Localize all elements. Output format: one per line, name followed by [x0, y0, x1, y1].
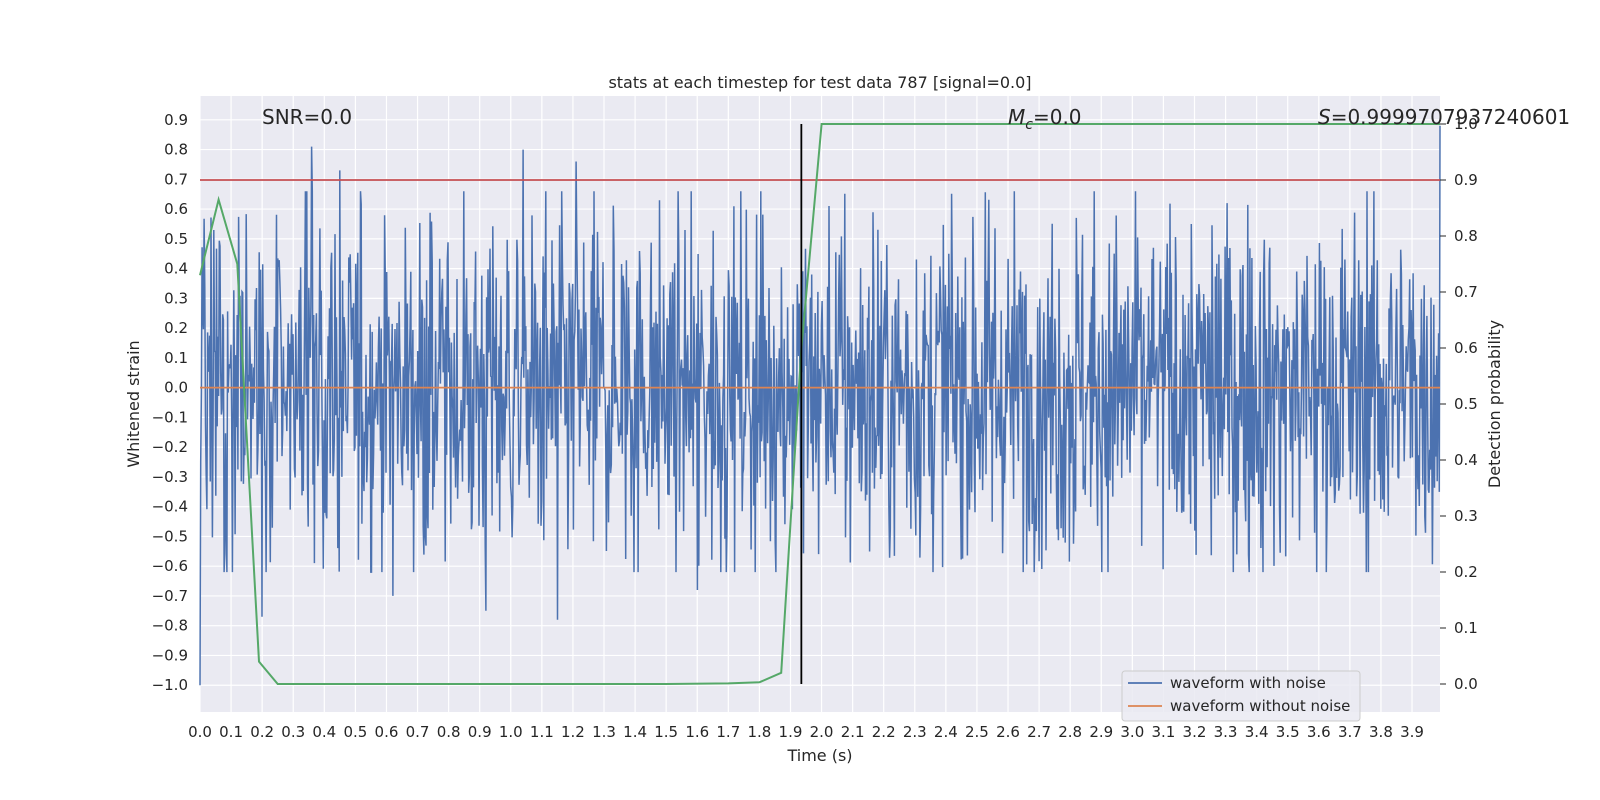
- x-tick-label: 3.5: [1276, 723, 1300, 741]
- legend-label-waveform-without-noise: waveform without noise: [1170, 697, 1350, 715]
- y2-tick-label: 0.8: [1454, 227, 1478, 245]
- y-tick-label: −0.1: [152, 408, 188, 426]
- x-tick-label: 0.4: [312, 723, 336, 741]
- x-tick-label: 1.8: [747, 723, 771, 741]
- y-tick-label: 0.4: [164, 260, 188, 278]
- y-tick-label: −0.2: [152, 438, 188, 456]
- y-tick-label: −0.5: [152, 527, 188, 545]
- y-tick-label: −0.9: [152, 646, 188, 664]
- s-symbol: S: [1318, 105, 1331, 129]
- y2-tick-label: 0.2: [1454, 563, 1478, 581]
- y-tick-label: 0.9: [164, 111, 188, 129]
- x-tick-label: 2.1: [841, 723, 865, 741]
- x-tick-label: 1.0: [499, 723, 523, 741]
- s-annotation: S=0.9999707937240601: [1318, 105, 1570, 129]
- series-lines: [199, 123, 1440, 685]
- x-tick-label: 0.3: [281, 723, 305, 741]
- y-tick-label: 0.1: [164, 349, 188, 367]
- y-tick-label: 0.3: [164, 289, 188, 307]
- x-tick-label: 0.6: [375, 723, 399, 741]
- x-tick-label: 2.7: [1027, 723, 1051, 741]
- y-tick-label: −0.8: [152, 617, 188, 635]
- y2-tick-label: 0.1: [1454, 619, 1478, 637]
- y-tick-label: 0.7: [164, 170, 188, 188]
- x-tick-label: 1.1: [530, 723, 554, 741]
- x-tick-label: 1.5: [654, 723, 678, 741]
- x-tick-label: 0.2: [250, 723, 274, 741]
- mc-annotation: Mc=0.0: [1008, 105, 1082, 133]
- x-tick-label: 3.4: [1245, 723, 1269, 741]
- y2-tick-label: 0.7: [1454, 283, 1478, 301]
- x-tick-label: 0.1: [219, 723, 243, 741]
- x-tick-label: 2.6: [996, 723, 1020, 741]
- y-tick-label: 0.2: [164, 319, 188, 337]
- x-axis-label: Time (s): [786, 746, 852, 765]
- chart-title: stats at each timestep for test data 787…: [608, 73, 1031, 92]
- y-axis-ticks: 0.9 0.8 0.7 0.6 0.5 0.4 0.3 0.2 0.1 0.0 −0.1 −0.2 −0…: [152, 111, 188, 694]
- x-tick-label: 3.7: [1338, 723, 1362, 741]
- legend-box: [1121, 670, 1361, 722]
- x-tick-label: 3.1: [1151, 723, 1175, 741]
- y-tick-label: −0.7: [152, 587, 188, 605]
- y-tick-label: 0.6: [164, 200, 188, 218]
- y-tick-label: 0.8: [164, 141, 188, 159]
- x-tick-label: 3.9: [1400, 723, 1424, 741]
- y2-tick-label: 0.9: [1454, 171, 1478, 189]
- y2-tick-label: 0.4: [1454, 451, 1478, 469]
- y-tick-label: −1.0: [152, 676, 188, 694]
- y-tick-label: 0.5: [164, 230, 188, 248]
- y2-tick-label: 1.0: [1454, 115, 1478, 133]
- x-tick-label: 0.5: [343, 723, 367, 741]
- x-tick-label: 2.0: [810, 723, 834, 741]
- x-tick-label: 2.4: [934, 723, 958, 741]
- snr-annotation: SNR=0.0: [262, 105, 352, 129]
- x-tick-label: 0.9: [468, 723, 492, 741]
- mc-value: =0.0: [1033, 105, 1082, 129]
- x-tick-label: 1.9: [779, 723, 803, 741]
- x-tick-label: 1.2: [561, 723, 585, 741]
- x-tick-label: 3.3: [1214, 723, 1238, 741]
- x-tick-label: 1.6: [685, 723, 709, 741]
- x-tick-label: 3.8: [1369, 723, 1393, 741]
- detection-probability-line: [199, 123, 1440, 685]
- x-tick-label: 2.9: [1089, 723, 1113, 741]
- x-tick-label: 0.7: [406, 723, 430, 741]
- mc-subscript: c: [1025, 117, 1033, 133]
- x-tick-label: 1.4: [623, 723, 647, 741]
- y-axis-label: Whitened strain: [124, 340, 143, 467]
- x-tick-label: 0.0: [188, 723, 212, 741]
- x-tick-label: 3.2: [1183, 723, 1207, 741]
- legend: waveform with noise waveform without noi…: [1121, 670, 1361, 722]
- x-tick-label: 3.0: [1120, 723, 1144, 741]
- x-tick-label: 1.3: [592, 723, 616, 741]
- y2-tick-label: 0.0: [1454, 675, 1478, 693]
- y2-axis-label: Detection probability: [1485, 320, 1504, 488]
- y2-tick-label: 0.3: [1454, 507, 1478, 525]
- s-value: =0.9999707937240601: [1331, 105, 1570, 129]
- y-tick-label: 0.0: [164, 379, 188, 397]
- x-tick-label: 3.6: [1307, 723, 1331, 741]
- y-tick-label: −0.6: [152, 557, 188, 575]
- y2-axis-ticks: 1.0 0.9 0.8 0.7 0.6 0.5 0.4 0.3 0.2 0.1 0.0: [1440, 115, 1478, 693]
- y-tick-label: −0.3: [152, 468, 188, 486]
- x-tick-label: 2.5: [965, 723, 989, 741]
- x-tick-label: 1.7: [716, 723, 740, 741]
- y-tick-label: −0.4: [152, 498, 188, 516]
- legend-label-waveform-with-noise: waveform with noise: [1170, 674, 1326, 692]
- y2-tick-label: 0.6: [1454, 339, 1478, 357]
- y2-tick-label: 0.5: [1454, 395, 1478, 413]
- x-tick-label: 2.3: [903, 723, 927, 741]
- x-axis-ticks: 0.0 0.1 0.2 0.3 0.4 0.5 0.6 0.7 0.8 0.9 1.0 1.1 1.2 1…: [188, 723, 1424, 741]
- x-tick-label: 2.2: [872, 723, 896, 741]
- x-tick-label: 2.8: [1058, 723, 1082, 741]
- mc-symbol: M: [1008, 105, 1025, 129]
- x-tick-label: 0.8: [437, 723, 461, 741]
